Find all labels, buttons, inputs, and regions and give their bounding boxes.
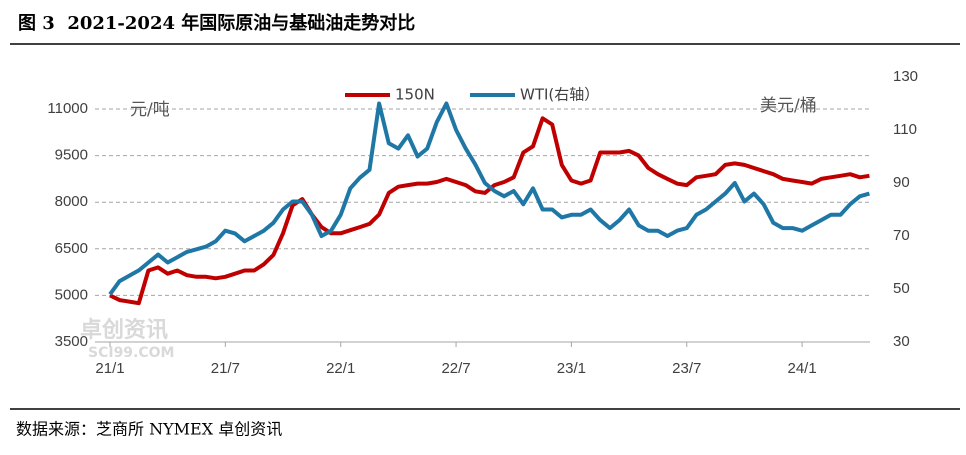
legend-label: WTI(右轴）	[520, 86, 599, 104]
y-unit: 元/吨	[130, 100, 170, 120]
x-tick-label: 23/7	[672, 360, 701, 377]
y2-unit: 美元/桶	[760, 96, 817, 116]
x-tick-label: 22/1	[326, 360, 355, 377]
x-tick-label: 21/7	[211, 360, 240, 377]
x-tick-label: 24/1	[787, 360, 816, 377]
y-tick-label: 8000	[55, 193, 88, 210]
watermark: 卓创资讯	[80, 318, 168, 343]
y-tick-label: 3500	[55, 333, 88, 350]
y-tick-label: 9500	[55, 147, 88, 164]
chart-title: 图 3 2021-2024 年国际原油与基础油走势对比	[18, 12, 415, 34]
y2-tick-label: 110	[893, 121, 917, 138]
legend-label: 150N	[395, 86, 435, 104]
series-line	[108, 101, 870, 296]
series-line	[109, 116, 870, 306]
y2-tick-label: 90	[893, 174, 910, 191]
y2-tick-label: 70	[893, 227, 910, 244]
y2-tick-label: 130	[893, 68, 918, 85]
x-tick-label: 22/7	[441, 360, 470, 377]
y-tick-label: 6500	[55, 240, 88, 257]
y-tick-label: 11000	[47, 100, 88, 117]
watermark: SCI99.COM	[88, 345, 174, 361]
source: 数据来源：芝商所 NYMEX 卓创资讯	[16, 420, 282, 439]
x-tick-label: 21/1	[95, 360, 124, 377]
y-tick-label: 5000	[55, 286, 88, 303]
x-tick-label: 23/1	[557, 360, 586, 377]
y2-tick-label: 50	[893, 280, 910, 297]
y2-tick-label: 30	[893, 333, 910, 350]
